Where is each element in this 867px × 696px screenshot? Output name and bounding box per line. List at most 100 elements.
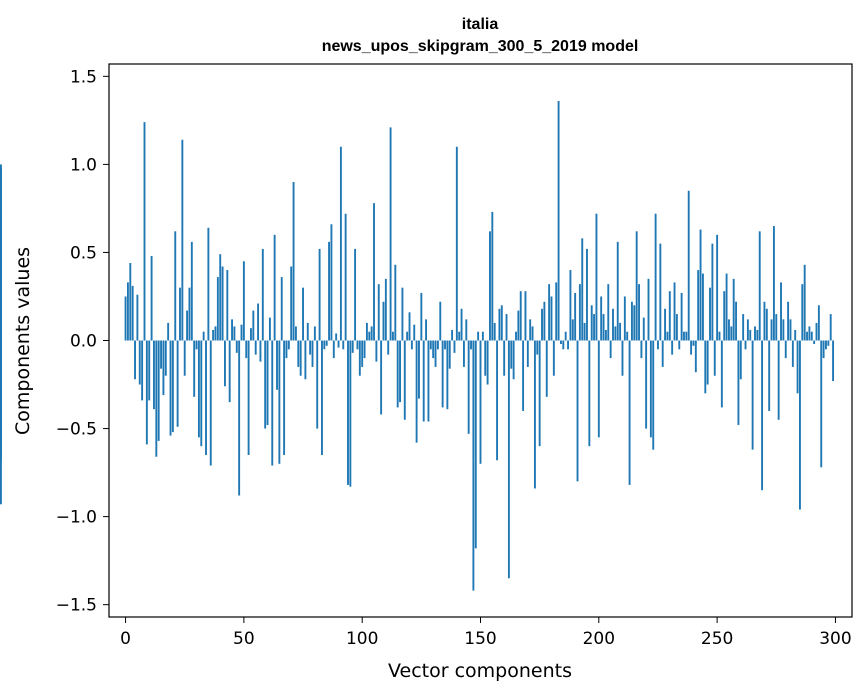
bar xyxy=(356,340,359,350)
bar xyxy=(787,301,790,341)
bar xyxy=(195,340,198,350)
bar xyxy=(167,322,170,341)
bar xyxy=(576,340,579,482)
bar xyxy=(586,248,588,341)
bar xyxy=(337,340,340,348)
bar xyxy=(822,340,825,359)
x-tick-label: 150 xyxy=(464,629,496,649)
bar xyxy=(226,270,229,341)
y-tick-label: −1.0 xyxy=(56,508,97,528)
y-axis-ticks: 1.5 1.0 0.5 0.0 −0.5 −1.0 −1.5 xyxy=(56,67,109,616)
bar xyxy=(465,319,468,341)
bar xyxy=(832,340,835,382)
bar xyxy=(207,227,210,341)
bar xyxy=(375,340,378,362)
bar xyxy=(720,340,723,408)
bar xyxy=(254,340,257,355)
bar xyxy=(389,127,392,341)
bar xyxy=(507,340,510,579)
bar xyxy=(169,340,172,436)
bar xyxy=(517,310,520,341)
bar xyxy=(794,329,797,341)
bar xyxy=(252,310,255,341)
bar xyxy=(330,224,333,341)
bar xyxy=(737,340,740,426)
bar xyxy=(474,340,477,549)
bar xyxy=(448,340,451,369)
bar xyxy=(403,340,406,420)
x-tick-label: 0 xyxy=(120,629,131,649)
bar xyxy=(190,241,193,341)
bar xyxy=(221,266,224,341)
bar xyxy=(216,277,219,341)
bar xyxy=(647,278,650,341)
bar xyxy=(155,340,158,457)
y-axis-label: Components values xyxy=(12,247,34,435)
bar xyxy=(276,340,278,390)
bar xyxy=(545,340,548,397)
y-tick-label: 1.5 xyxy=(70,67,97,87)
bar xyxy=(429,340,432,350)
bar xyxy=(179,287,181,341)
bar xyxy=(664,308,667,341)
bar xyxy=(349,340,352,487)
bar xyxy=(791,340,794,367)
bar xyxy=(690,340,693,355)
bar xyxy=(250,328,252,341)
bar xyxy=(233,326,236,341)
bar xyxy=(709,287,711,341)
bar xyxy=(425,319,428,341)
bar xyxy=(692,340,695,346)
bar xyxy=(616,241,619,341)
bar xyxy=(436,340,439,350)
bar xyxy=(197,340,200,438)
bar xyxy=(292,182,295,341)
bar xyxy=(183,340,186,376)
bar xyxy=(408,312,411,341)
bar xyxy=(238,340,241,496)
bar xyxy=(799,340,801,510)
bar xyxy=(323,340,326,350)
bar xyxy=(654,213,657,341)
bar xyxy=(505,314,508,341)
bar xyxy=(730,326,733,341)
bar xyxy=(571,319,574,341)
bar xyxy=(772,226,775,341)
bar xyxy=(479,340,482,464)
bar xyxy=(666,331,669,341)
bar xyxy=(751,340,754,450)
bar xyxy=(245,340,248,359)
bar xyxy=(533,340,536,489)
bar xyxy=(706,340,709,385)
bar xyxy=(503,340,506,376)
bar xyxy=(214,326,217,341)
bar xyxy=(373,203,375,341)
bar xyxy=(701,273,704,341)
bar xyxy=(652,340,655,450)
bar xyxy=(493,322,496,341)
bar xyxy=(264,340,267,429)
bar xyxy=(339,146,342,341)
bar xyxy=(342,340,345,350)
bar xyxy=(370,326,373,341)
bar xyxy=(453,340,456,353)
bar xyxy=(555,282,558,341)
bar xyxy=(134,340,136,380)
bar xyxy=(569,270,572,341)
bar xyxy=(552,340,555,376)
bar xyxy=(614,326,617,341)
x-tick-label: 200 xyxy=(583,629,615,649)
bar xyxy=(557,100,560,341)
bar xyxy=(306,322,309,341)
bar xyxy=(623,296,626,341)
bar xyxy=(309,340,312,355)
x-tick-label: 50 xyxy=(233,629,255,649)
bar xyxy=(801,284,804,341)
bar xyxy=(789,319,792,341)
bar xyxy=(630,301,633,341)
bar xyxy=(399,340,401,403)
bar xyxy=(661,340,664,367)
bar xyxy=(422,340,425,422)
bar xyxy=(536,340,539,355)
